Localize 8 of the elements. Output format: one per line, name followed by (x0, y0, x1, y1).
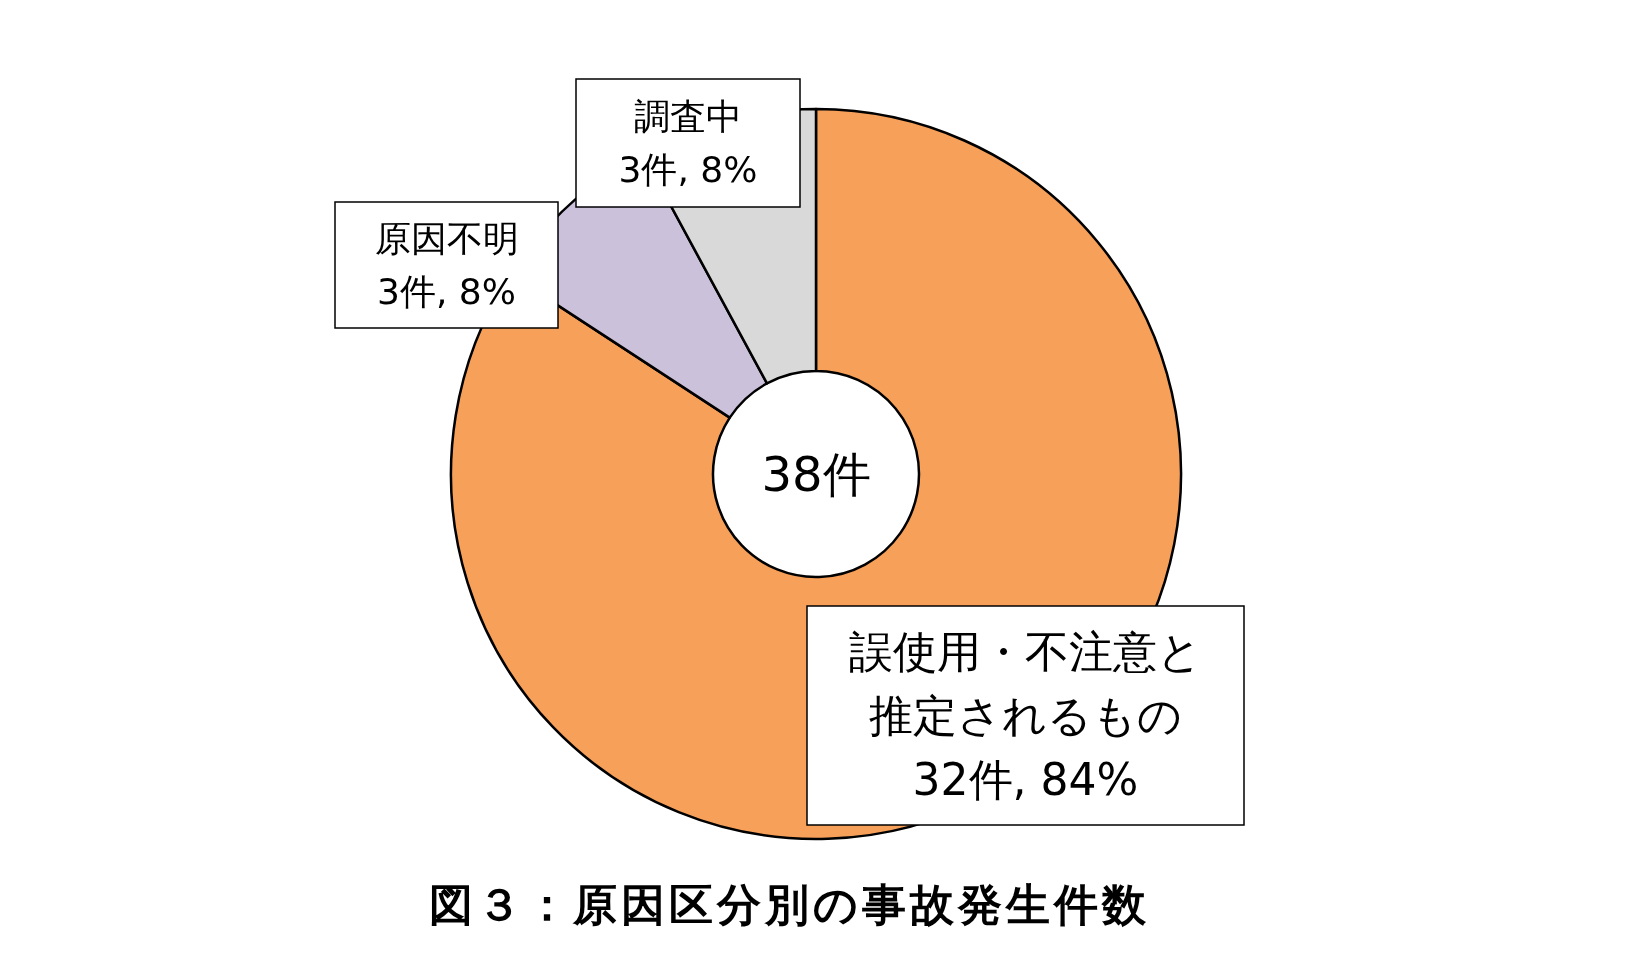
text: 図３：原因区分別の事故発生件数 (428, 878, 1150, 930)
slice-label: 原因不明 (374, 218, 519, 259)
slice-label: 誤使用・不注意と推定されるもの (849, 626, 1202, 741)
data-label: 32件, 84% (912, 754, 1139, 805)
data-label: 3件, 8% (618, 149, 758, 190)
data-label: 3件, 8% (377, 271, 516, 312)
text: 38件 (761, 446, 871, 502)
slice-label: 調査中 (634, 96, 742, 137)
